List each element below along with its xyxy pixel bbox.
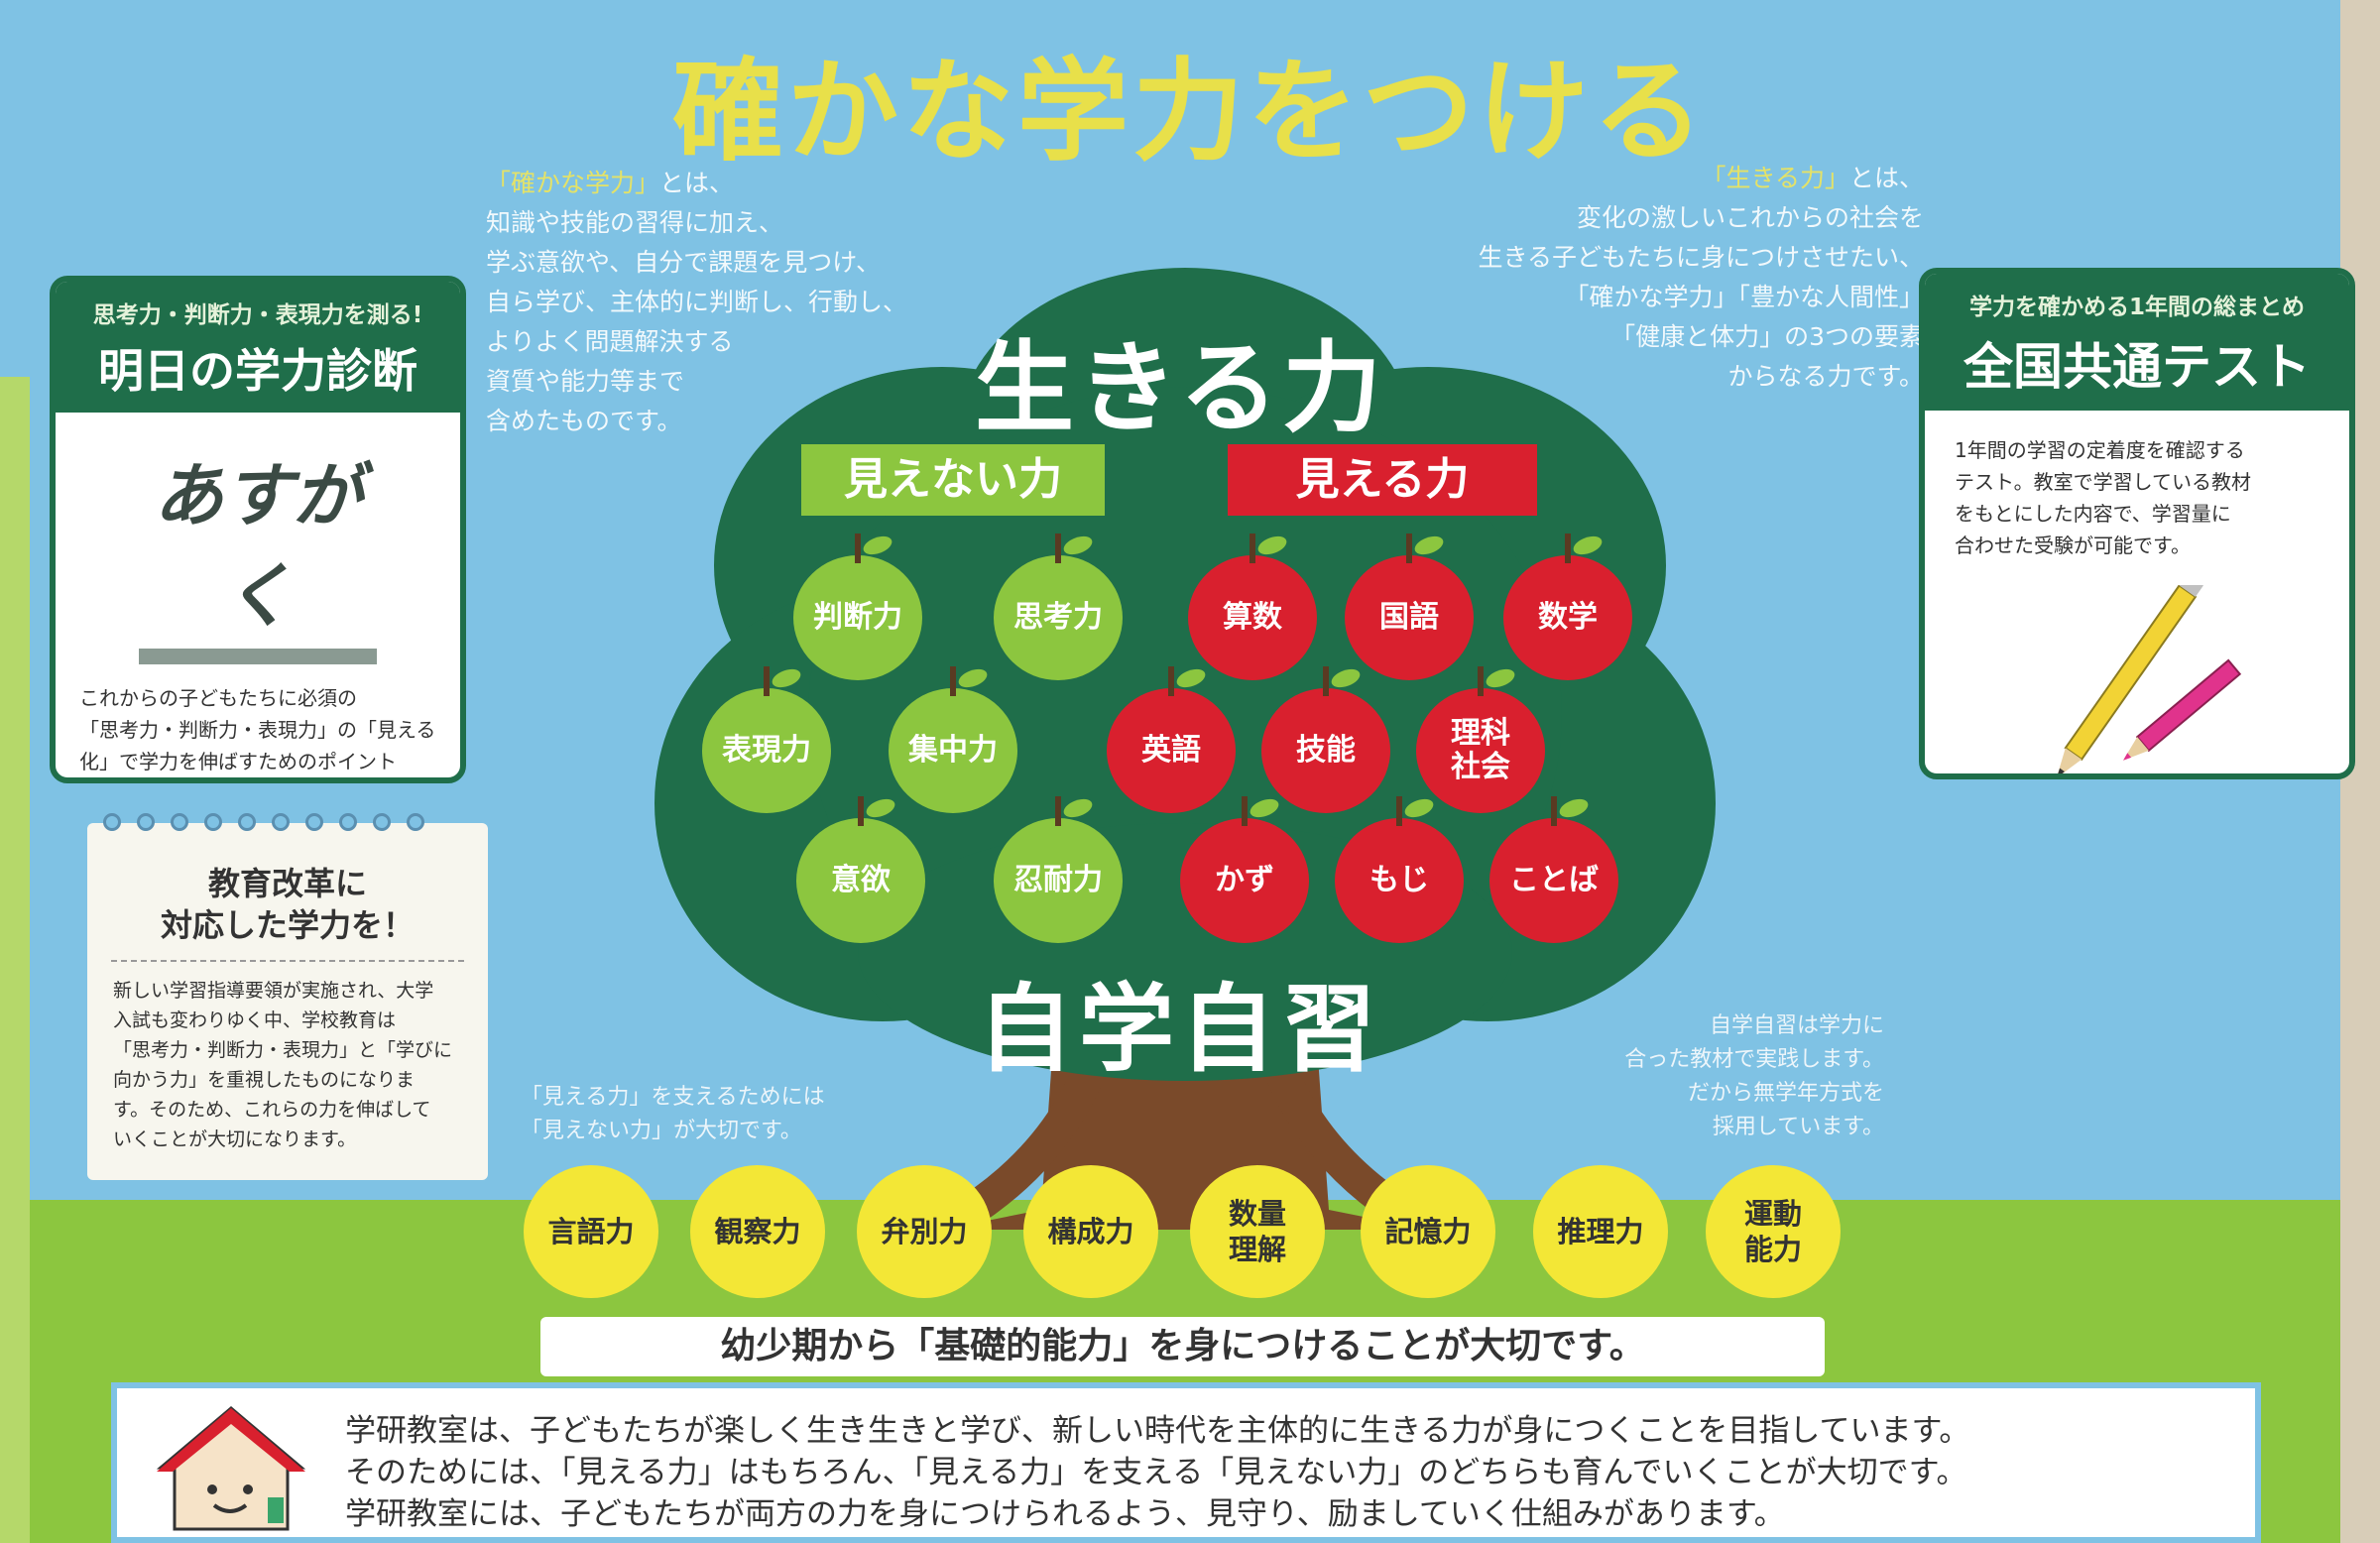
root-ability-circle: 運動 能力 xyxy=(1706,1165,1841,1298)
poster-left-edge xyxy=(0,377,30,1543)
green-apple: 判断力 xyxy=(793,534,922,680)
national-test-title: 全国共通テスト xyxy=(1964,338,2311,396)
red-apple: かず xyxy=(1180,796,1309,943)
note-left: 「見える力」を支えるためには 「見えない力」が大切です。 xyxy=(521,1085,825,1143)
asugaku-panel-header: 思考力・判断力・表現力を測る! 明日の学力診断 xyxy=(56,282,460,413)
intro-left-highlight: 「確かな学力」 xyxy=(486,169,660,197)
root-ability-circle: 構成力 xyxy=(1023,1165,1158,1298)
green-apple: 集中力 xyxy=(889,666,1017,813)
page-title: 確かな学力をつける xyxy=(672,48,1708,177)
visible-power-label: 見える力 xyxy=(1228,444,1537,516)
asugaku-title: 明日の学力診断 xyxy=(98,344,417,398)
bottom-message-text: 学研教室は、子どもたちが楽しく生き生きと学び、新しい時代を主体的に生きる力が身に… xyxy=(345,1410,2249,1535)
root-ability-circle: 観察力 xyxy=(690,1165,825,1298)
asugaku-subtitle: 思考力・判断力・表現力を測る! xyxy=(92,302,423,328)
red-apple: ことば xyxy=(1489,796,1618,943)
reform-body: 新しい学習指導要領が実施され、大学 入試も変わりゆく中、学校教育は 「思考力・判… xyxy=(113,980,453,1150)
reform-title: 教育改革に 対応した学力を！ xyxy=(160,865,415,944)
green-apple: 忍耐力 xyxy=(994,796,1123,943)
root-ability-circle: 弁別力 xyxy=(857,1165,992,1298)
red-apple: 数学 xyxy=(1503,534,1632,680)
pencil-icon xyxy=(2056,585,2242,773)
national-test-subtitle: 学力を確かめる1年間の総まとめ xyxy=(1968,295,2305,320)
red-apple: 国語 xyxy=(1345,534,1474,680)
root-ability-circle: 言語力 xyxy=(524,1165,658,1298)
root-ability-circle: 推理力 xyxy=(1533,1165,1668,1298)
root-ability-circle: 記憶力 xyxy=(1361,1165,1495,1298)
intro-right-highlight: 「生きる力」 xyxy=(1701,164,1849,192)
green-apple: 思考力 xyxy=(994,534,1123,680)
green-apple: 表現力 xyxy=(702,666,831,813)
intro-left-text: 「確かな学力」とは、 知識や技能の習得に加え、 学ぶ意欲や、自分で課題を見つけ、… xyxy=(486,164,942,441)
intro-right-body: とは、 変化の激しいこれからの社会を 生きる子どもたちに身につけさせたい、 「確… xyxy=(1478,164,1924,391)
root-ability-circle: 数量 理解 xyxy=(1190,1165,1325,1298)
red-apple: もじ xyxy=(1335,796,1464,943)
intro-left-body: とは、 知識や技能の習得に加え、 学ぶ意欲や、自分で課題を見つけ、 自ら学び、主… xyxy=(486,169,908,435)
foundation-banner: 幼少期から「基礎的能力」を身につけることが大切です。 xyxy=(540,1317,1825,1376)
asugaku-logo-strip xyxy=(139,649,377,664)
red-apple: 英語 xyxy=(1107,666,1236,813)
national-test-panel: 学力を確かめる1年間の総まとめ 全国共通テスト 1年間の学習の定着度を確認する … xyxy=(1919,268,2355,779)
green-apple: 意欲 xyxy=(796,796,925,943)
bottom-message-line: 学研教室には、子どもたちが両方の力を身につけられるよう、見守り、励ましていく仕組… xyxy=(345,1496,1785,1532)
house-mascot-icon xyxy=(157,1406,305,1531)
red-apple: 理科 社会 xyxy=(1416,666,1545,813)
asugaku-panel: 思考力・判断力・表現力を測る! 明日の学力診断 あすがく これからの子どもたちに… xyxy=(50,276,466,783)
invisible-power-label: 見えない力 xyxy=(801,444,1105,516)
red-apple: 技能 xyxy=(1261,666,1390,813)
red-apple: 算数 xyxy=(1188,534,1317,680)
notebook-spiral xyxy=(103,813,470,837)
bottom-message-box: 学研教室は、子どもたちが楽しく生き生きと学び、新しい時代を主体的に生きる力が身に… xyxy=(111,1382,2261,1543)
trunk-title: 自学自習 xyxy=(978,974,1382,1085)
asugaku-logo: あすがく xyxy=(154,455,362,637)
reform-divider xyxy=(111,960,464,962)
note-right: 自学自習は学力に 合った教材で実践します。 だから無学年方式を 採用しています。 xyxy=(1624,1013,1884,1139)
canopy-title: 生きる力 xyxy=(975,330,1385,446)
national-test-header: 学力を確かめる1年間の総まとめ 全国共通テスト xyxy=(1925,274,2349,411)
national-test-body: 1年間の学習の定着度を確認する テスト。教室で学習している教材 をもとにした内容… xyxy=(1955,438,2251,557)
asugaku-body: これからの子どもたちに必須の 「思考力・判断力・表現力」の「見える 化」で学力を… xyxy=(79,686,436,773)
reform-note-panel: 教育改革に 対応した学力を！ 新しい学習指導要領が実施され、大学 入試も変わりゆ… xyxy=(87,813,488,1180)
bottom-message-line: 学研教室は、子どもたちが楽しく生き生きと学び、新しい時代を主体的に生きる力が身に… xyxy=(345,1413,1970,1449)
intro-right-text: 「生きる力」とは、 変化の激しいこれからの社会を 生きる子どもたちに身につけさせ… xyxy=(1428,159,1924,397)
bottom-message-line: そのためには、「見える力」はもちろん、「見える力」を支える「見えない力」のどちら… xyxy=(345,1455,1967,1490)
